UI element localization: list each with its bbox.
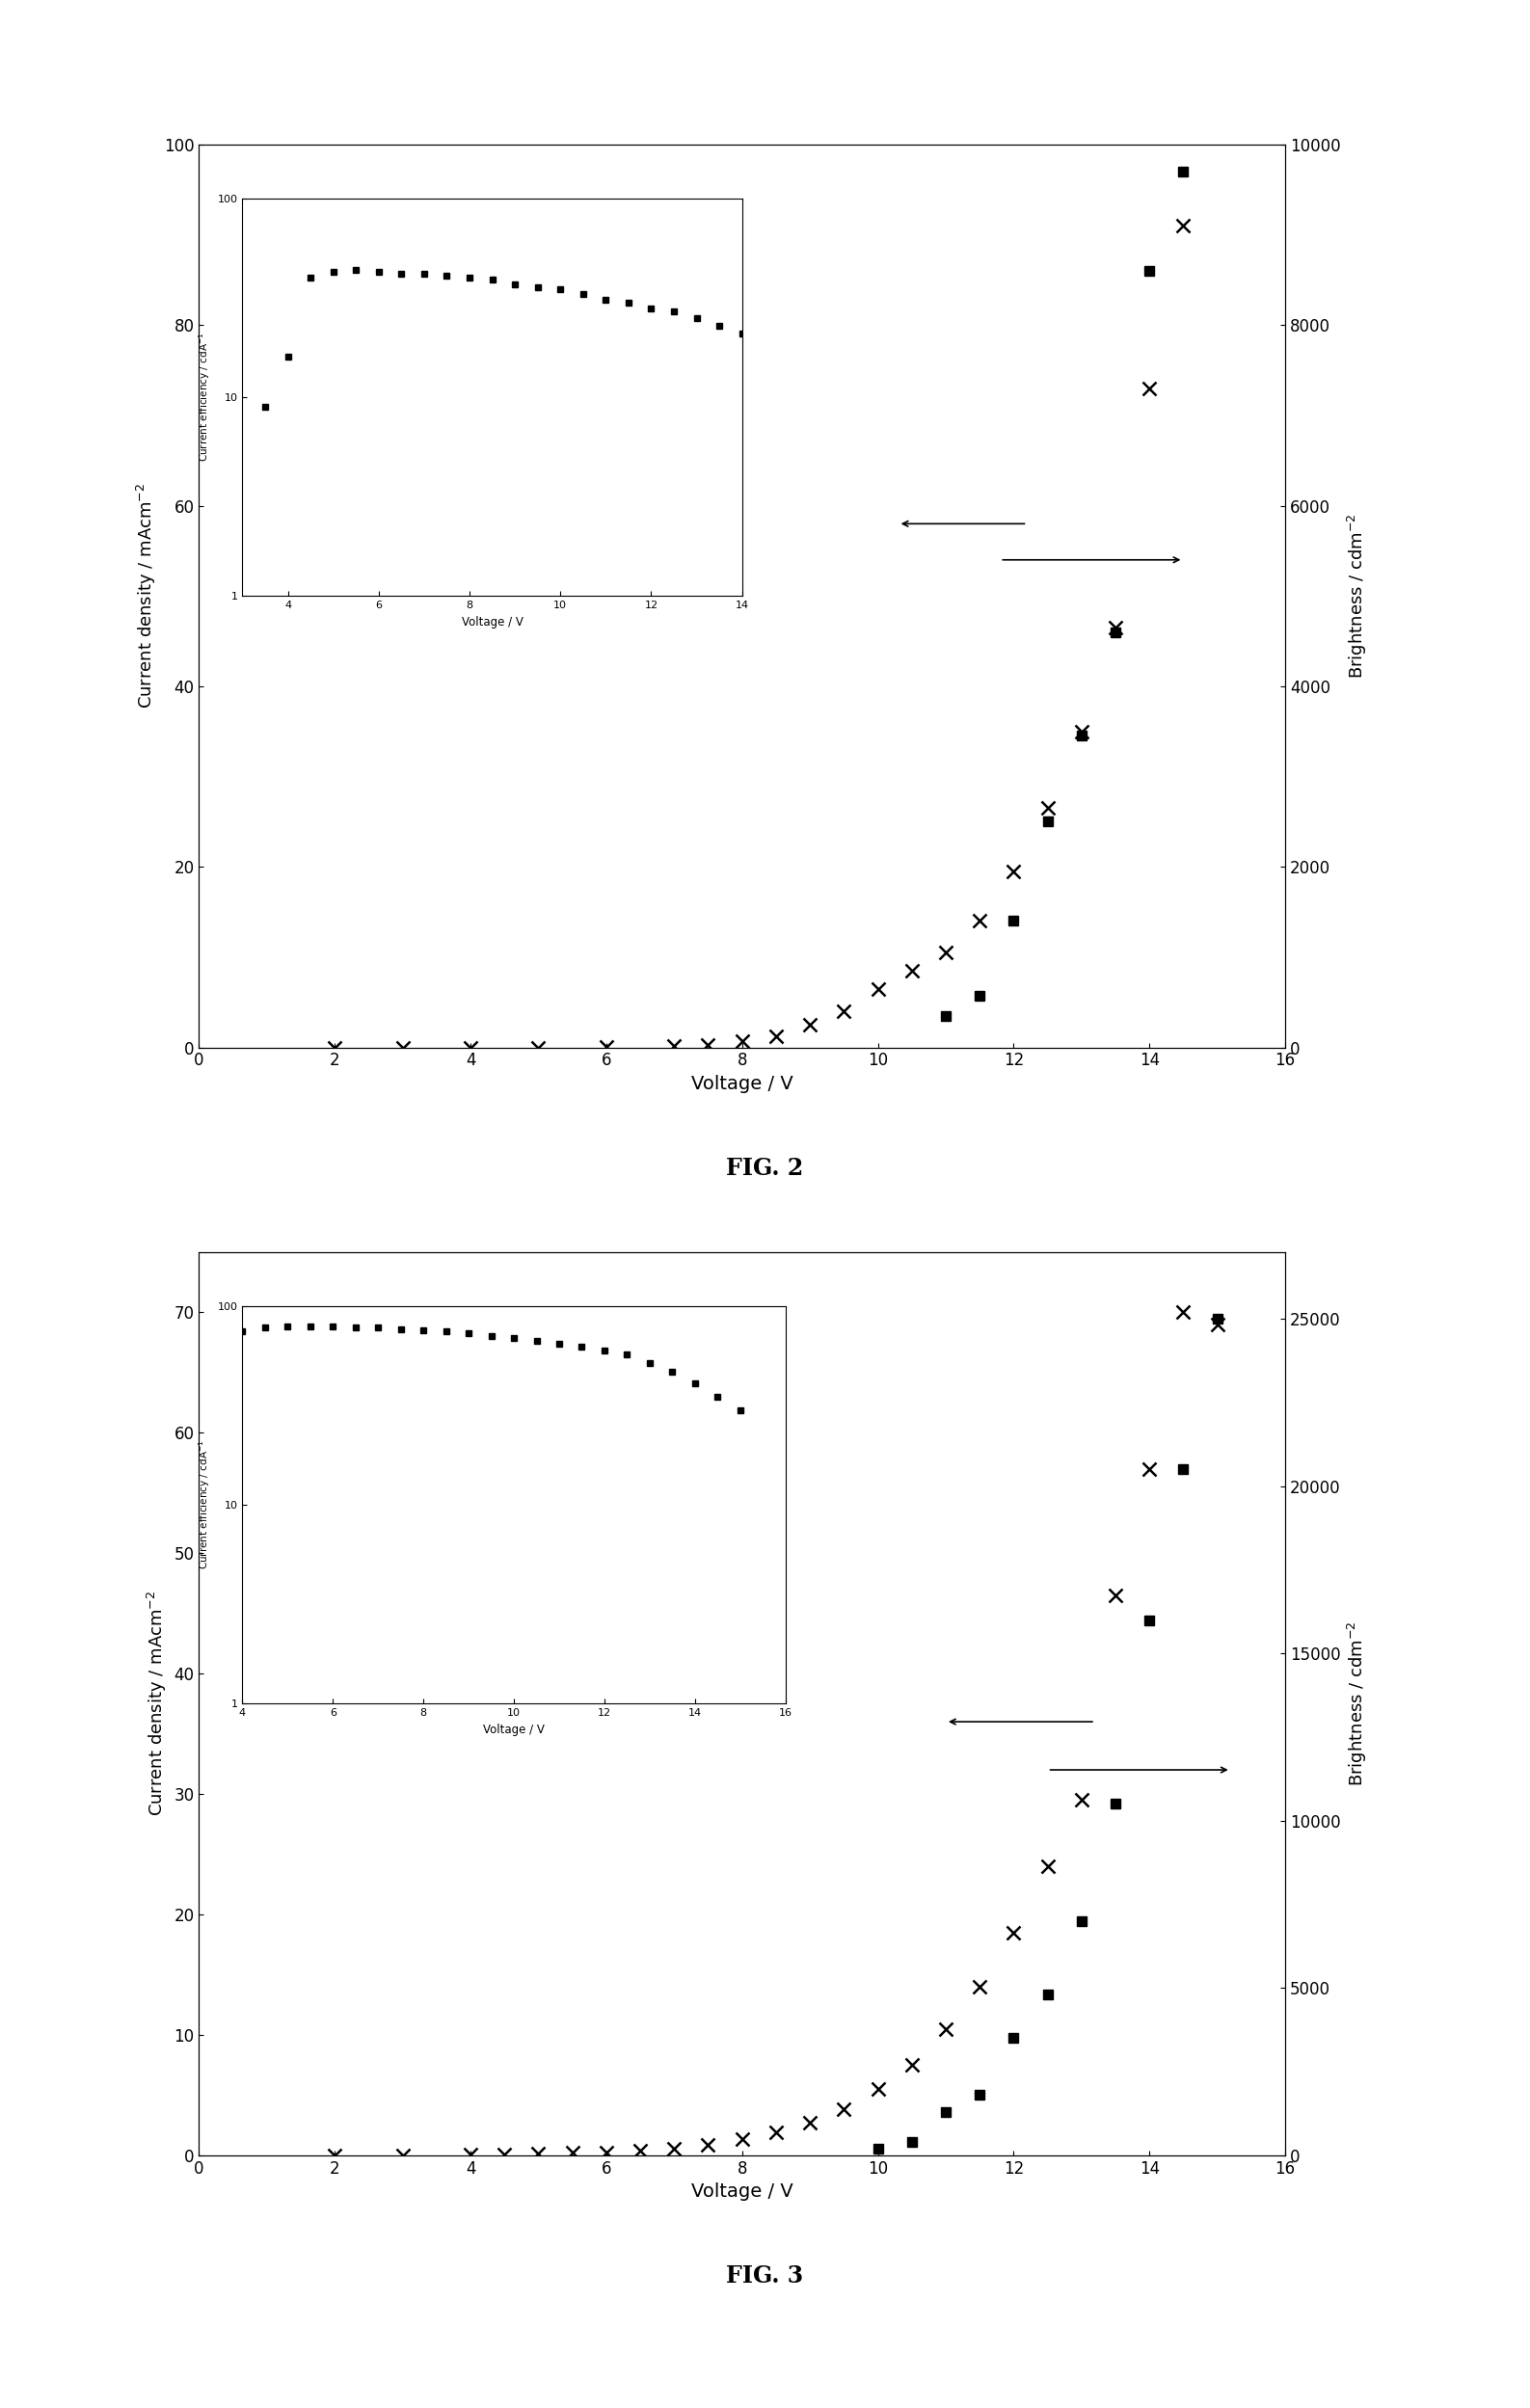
X-axis label: Voltage / V: Voltage / V <box>692 1074 793 1093</box>
Y-axis label: Current density / mAcm$^{-2}$: Current density / mAcm$^{-2}$ <box>135 484 159 708</box>
Text: FIG. 2: FIG. 2 <box>727 1156 803 1180</box>
X-axis label: Voltage / V: Voltage / V <box>692 2182 793 2201</box>
Y-axis label: Current density / mAcm$^{-2}$: Current density / mAcm$^{-2}$ <box>145 1592 168 1816</box>
Y-axis label: Brightness / cdm$^{-2}$: Brightness / cdm$^{-2}$ <box>1346 513 1369 679</box>
Y-axis label: Brightness / cdm$^{-2}$: Brightness / cdm$^{-2}$ <box>1346 1621 1369 1787</box>
Text: FIG. 3: FIG. 3 <box>727 2264 803 2288</box>
